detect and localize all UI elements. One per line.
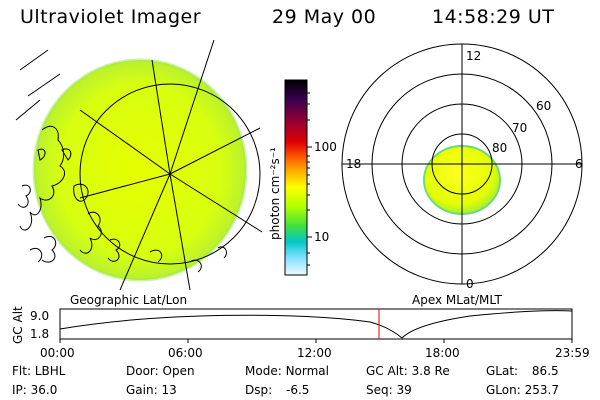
orbit-xtick-1200: 12:00 bbox=[297, 346, 332, 360]
mlat-label-60: 60 bbox=[536, 99, 551, 113]
ip-info: IP: 36.0 bbox=[12, 383, 57, 397]
flt-info: Flt: LBHL bbox=[12, 364, 65, 378]
orbit-ytick-low: 1.8 bbox=[30, 327, 49, 341]
date-label: 29 May 00 bbox=[272, 6, 377, 28]
colorbar-tick-high: 100 bbox=[314, 140, 337, 154]
mode-info: Mode: Normal bbox=[245, 364, 329, 378]
geographic-map bbox=[15, 40, 263, 290]
gcalt-label: GC Alt: bbox=[366, 364, 408, 378]
glon-info: GLon: 253.7 bbox=[486, 383, 559, 397]
flt-label: Flt: bbox=[12, 364, 31, 378]
mlt-label-18: 18 bbox=[346, 157, 361, 171]
glat-value: 86.5 bbox=[531, 364, 559, 378]
mlt-label-6: 6 bbox=[575, 157, 583, 171]
title: Ultraviolet Imager bbox=[20, 6, 202, 28]
glat-info: GLat: 86.5 bbox=[486, 364, 559, 378]
glon-value: 253.7 bbox=[524, 383, 559, 397]
gcalt-info: GC Alt: 3.8 Re bbox=[366, 364, 450, 378]
altitude-curve bbox=[59, 310, 573, 339]
orbit-ytick-high: 9.0 bbox=[30, 309, 49, 323]
geographic-label: Geographic Lat/Lon bbox=[70, 293, 187, 307]
seq-value: 39 bbox=[396, 383, 412, 397]
orbit-y-label: GC Alt bbox=[11, 306, 25, 344]
orbit-plot bbox=[59, 308, 573, 343]
glon-label: GLon: bbox=[486, 383, 521, 397]
flt-value: LBHL bbox=[34, 364, 66, 378]
mode-label: Mode: bbox=[245, 364, 282, 378]
coastlines bbox=[15, 49, 227, 273]
mlat-label-70: 70 bbox=[512, 121, 527, 135]
door-value: Open bbox=[162, 364, 195, 378]
door-info: Door: Open bbox=[126, 364, 195, 378]
mlt-label-12: 12 bbox=[466, 49, 481, 63]
mlat-label-80: 80 bbox=[492, 141, 507, 155]
polar-plot: 12 18 6 0 60 70 80 bbox=[341, 43, 583, 291]
ip-label: IP: bbox=[12, 383, 27, 397]
gain-label: Gain: bbox=[126, 383, 158, 397]
gain-value: 13 bbox=[161, 383, 177, 397]
colorbar bbox=[284, 79, 308, 276]
orbit-xtick-1800: 18:00 bbox=[425, 346, 460, 360]
apex-label: Apex MLat/MLT bbox=[412, 293, 502, 307]
orbit-xtick-2359: 23:59 bbox=[555, 346, 590, 360]
time-label: 14:58:29 UT bbox=[432, 6, 555, 28]
mlt-label-0: 0 bbox=[466, 277, 474, 291]
seq-info: Seq: 39 bbox=[366, 383, 412, 397]
mode-value: Normal bbox=[285, 364, 329, 378]
geo-grid bbox=[79, 40, 263, 290]
gcalt-value: 3.8 Re bbox=[411, 364, 450, 378]
dsp-label: Dsp: bbox=[245, 383, 273, 397]
gain-info: Gain: 13 bbox=[126, 383, 177, 397]
ip-value: 36.0 bbox=[30, 383, 58, 397]
colorbar-unit: photon cm⁻²s⁻¹ bbox=[268, 147, 282, 240]
door-label: Door: bbox=[126, 364, 159, 378]
orbit-xtick-0600: 06:00 bbox=[168, 346, 203, 360]
dsp-info: Dsp: -6.5 bbox=[245, 383, 309, 397]
colorbar-tick-low: 10 bbox=[314, 230, 329, 244]
orbit-xtick-0000: 00:00 bbox=[40, 346, 75, 360]
glat-label: GLat: bbox=[486, 364, 519, 378]
dsp-value: -6.5 bbox=[285, 383, 310, 397]
seq-label: Seq: bbox=[366, 383, 393, 397]
